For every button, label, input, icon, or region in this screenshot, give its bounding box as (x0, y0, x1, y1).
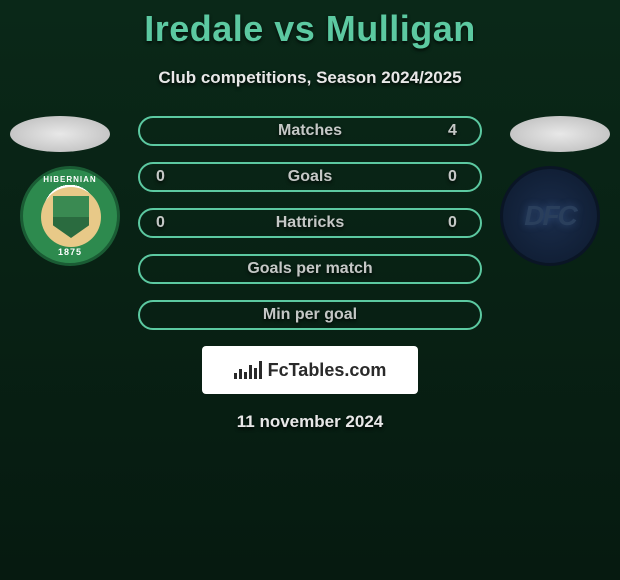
stat-left-value: 0 (156, 168, 172, 186)
club-badge-left: HIBERNIAN 1875 (20, 166, 120, 266)
comparison-panel: HIBERNIAN 1875 DFC Matches 4 0 Goals 0 0… (0, 116, 620, 432)
attribution-badge[interactable]: FcTables.com (202, 346, 418, 394)
shield-icon (53, 196, 89, 238)
stat-row-matches: Matches 4 (138, 116, 482, 146)
stat-row-hattricks: 0 Hattricks 0 (138, 208, 482, 238)
stat-row-goals-per-match: Goals per match (138, 254, 482, 284)
badge-left-year: 1875 (23, 247, 117, 257)
stat-label: Hattricks (140, 214, 480, 232)
stat-right-value: 0 (448, 168, 464, 186)
stat-left-value: 0 (156, 214, 172, 232)
bar-chart-icon (234, 361, 262, 379)
badge-left-inner (41, 187, 101, 247)
stat-right-value: 4 (448, 122, 464, 140)
stat-label: Min per goal (140, 306, 480, 324)
page-title: Iredale vs Mulligan (0, 0, 620, 50)
stat-row-goals: 0 Goals 0 (138, 162, 482, 192)
badge-right-text: DFC (524, 200, 576, 232)
player-photo-right (510, 116, 610, 152)
stat-label: Goals per match (140, 260, 480, 278)
club-badge-right: DFC (500, 166, 600, 266)
stat-row-min-per-goal: Min per goal (138, 300, 482, 330)
subtitle: Club competitions, Season 2024/2025 (0, 68, 620, 88)
attribution-text: FcTables.com (268, 360, 387, 381)
stat-right-value: 0 (448, 214, 464, 232)
stats-list: Matches 4 0 Goals 0 0 Hattricks 0 Goals … (138, 116, 482, 330)
stat-label: Matches (140, 122, 480, 140)
date-text: 11 november 2024 (0, 412, 620, 432)
stat-label: Goals (140, 168, 480, 186)
badge-left-arc: HIBERNIAN (23, 175, 117, 184)
player-photo-left (10, 116, 110, 152)
